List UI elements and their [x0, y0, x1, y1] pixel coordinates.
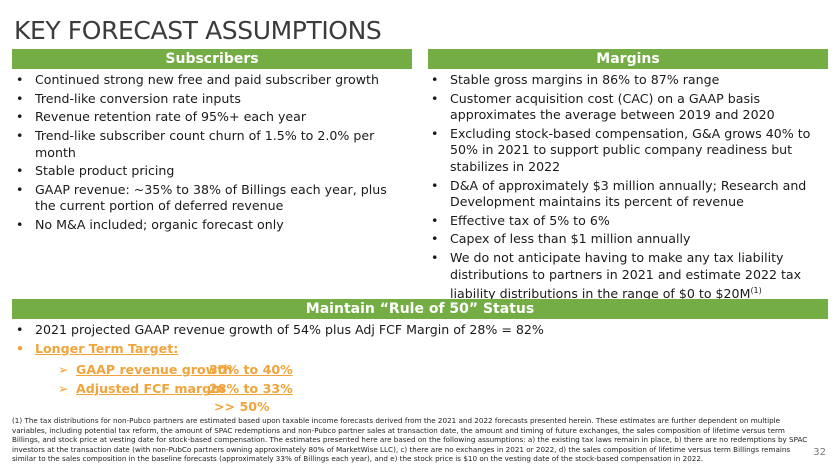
target-total: >> 50% — [214, 399, 270, 414]
list-item: • Longer Term Target: — [16, 340, 179, 356]
arrow-icon: ➢ — [58, 362, 69, 377]
arrow-icon: ➢ — [58, 381, 69, 396]
list-item: • Revenue retention rate of 95%+ each yea… — [16, 109, 307, 125]
list-item: • Continued strong new free and paid subs… — [16, 72, 379, 87]
margins-header: Margins — [428, 49, 828, 69]
list-item: • Trend-like subscriber count churn of 1.… — [16, 128, 375, 160]
page-number: 32 — [813, 447, 826, 458]
list-item: • D&A of approximately $3 million annuall… — [431, 177, 807, 210]
footnote-ref: (1) — [750, 286, 762, 296]
list-item: • Effective tax of 5% to 6% — [431, 212, 610, 228]
list-item: • Excluding stock-based compensation, G&A… — [431, 125, 811, 174]
list-item: • 2021 projected GAAP revenue growth of 5… — [16, 322, 544, 337]
list-item: • GAAP revenue: ~35% to 38% of Billings e… — [16, 181, 387, 214]
target-row-fcf: ➢ Adjusted FCF margin28% to 33% — [58, 381, 293, 396]
list-item: • Stable gross margins in 86% to 87% rang… — [431, 72, 720, 87]
list-item: • We do not anticipate having to make any… — [431, 250, 802, 302]
page-title: KEY FORECAST ASSUMPTIONS — [14, 16, 382, 45]
list-item: • Trend-like conversion rate inputs — [16, 90, 241, 106]
rule-of-50-header: Maintain “Rule of 50” Status — [12, 299, 828, 319]
list-item: • Capex of less than $1 million annually — [431, 231, 691, 247]
list-item: • Customer acquisition cost (CAC) on a GA… — [431, 90, 775, 123]
rule-of-50-list: • 2021 projected GAAP revenue growth of 5… — [10, 322, 826, 359]
subscribers-list: • Continued strong new free and paid subs… — [10, 72, 410, 236]
list-item: • Stable product pricing — [16, 163, 175, 179]
target-row-gaap: ➢ GAAP revenue growth30% to 40% — [58, 362, 293, 377]
subscribers-header: Subscribers — [12, 49, 412, 69]
list-item: • No M&A included; organic forecast only — [16, 217, 284, 233]
longer-term-target-label: Longer Term Target: — [35, 340, 179, 356]
margins-list: • Stable gross margins in 86% to 87% rang… — [425, 72, 830, 305]
footnote: (1) The tax distributions for non-Pubco … — [12, 416, 808, 464]
